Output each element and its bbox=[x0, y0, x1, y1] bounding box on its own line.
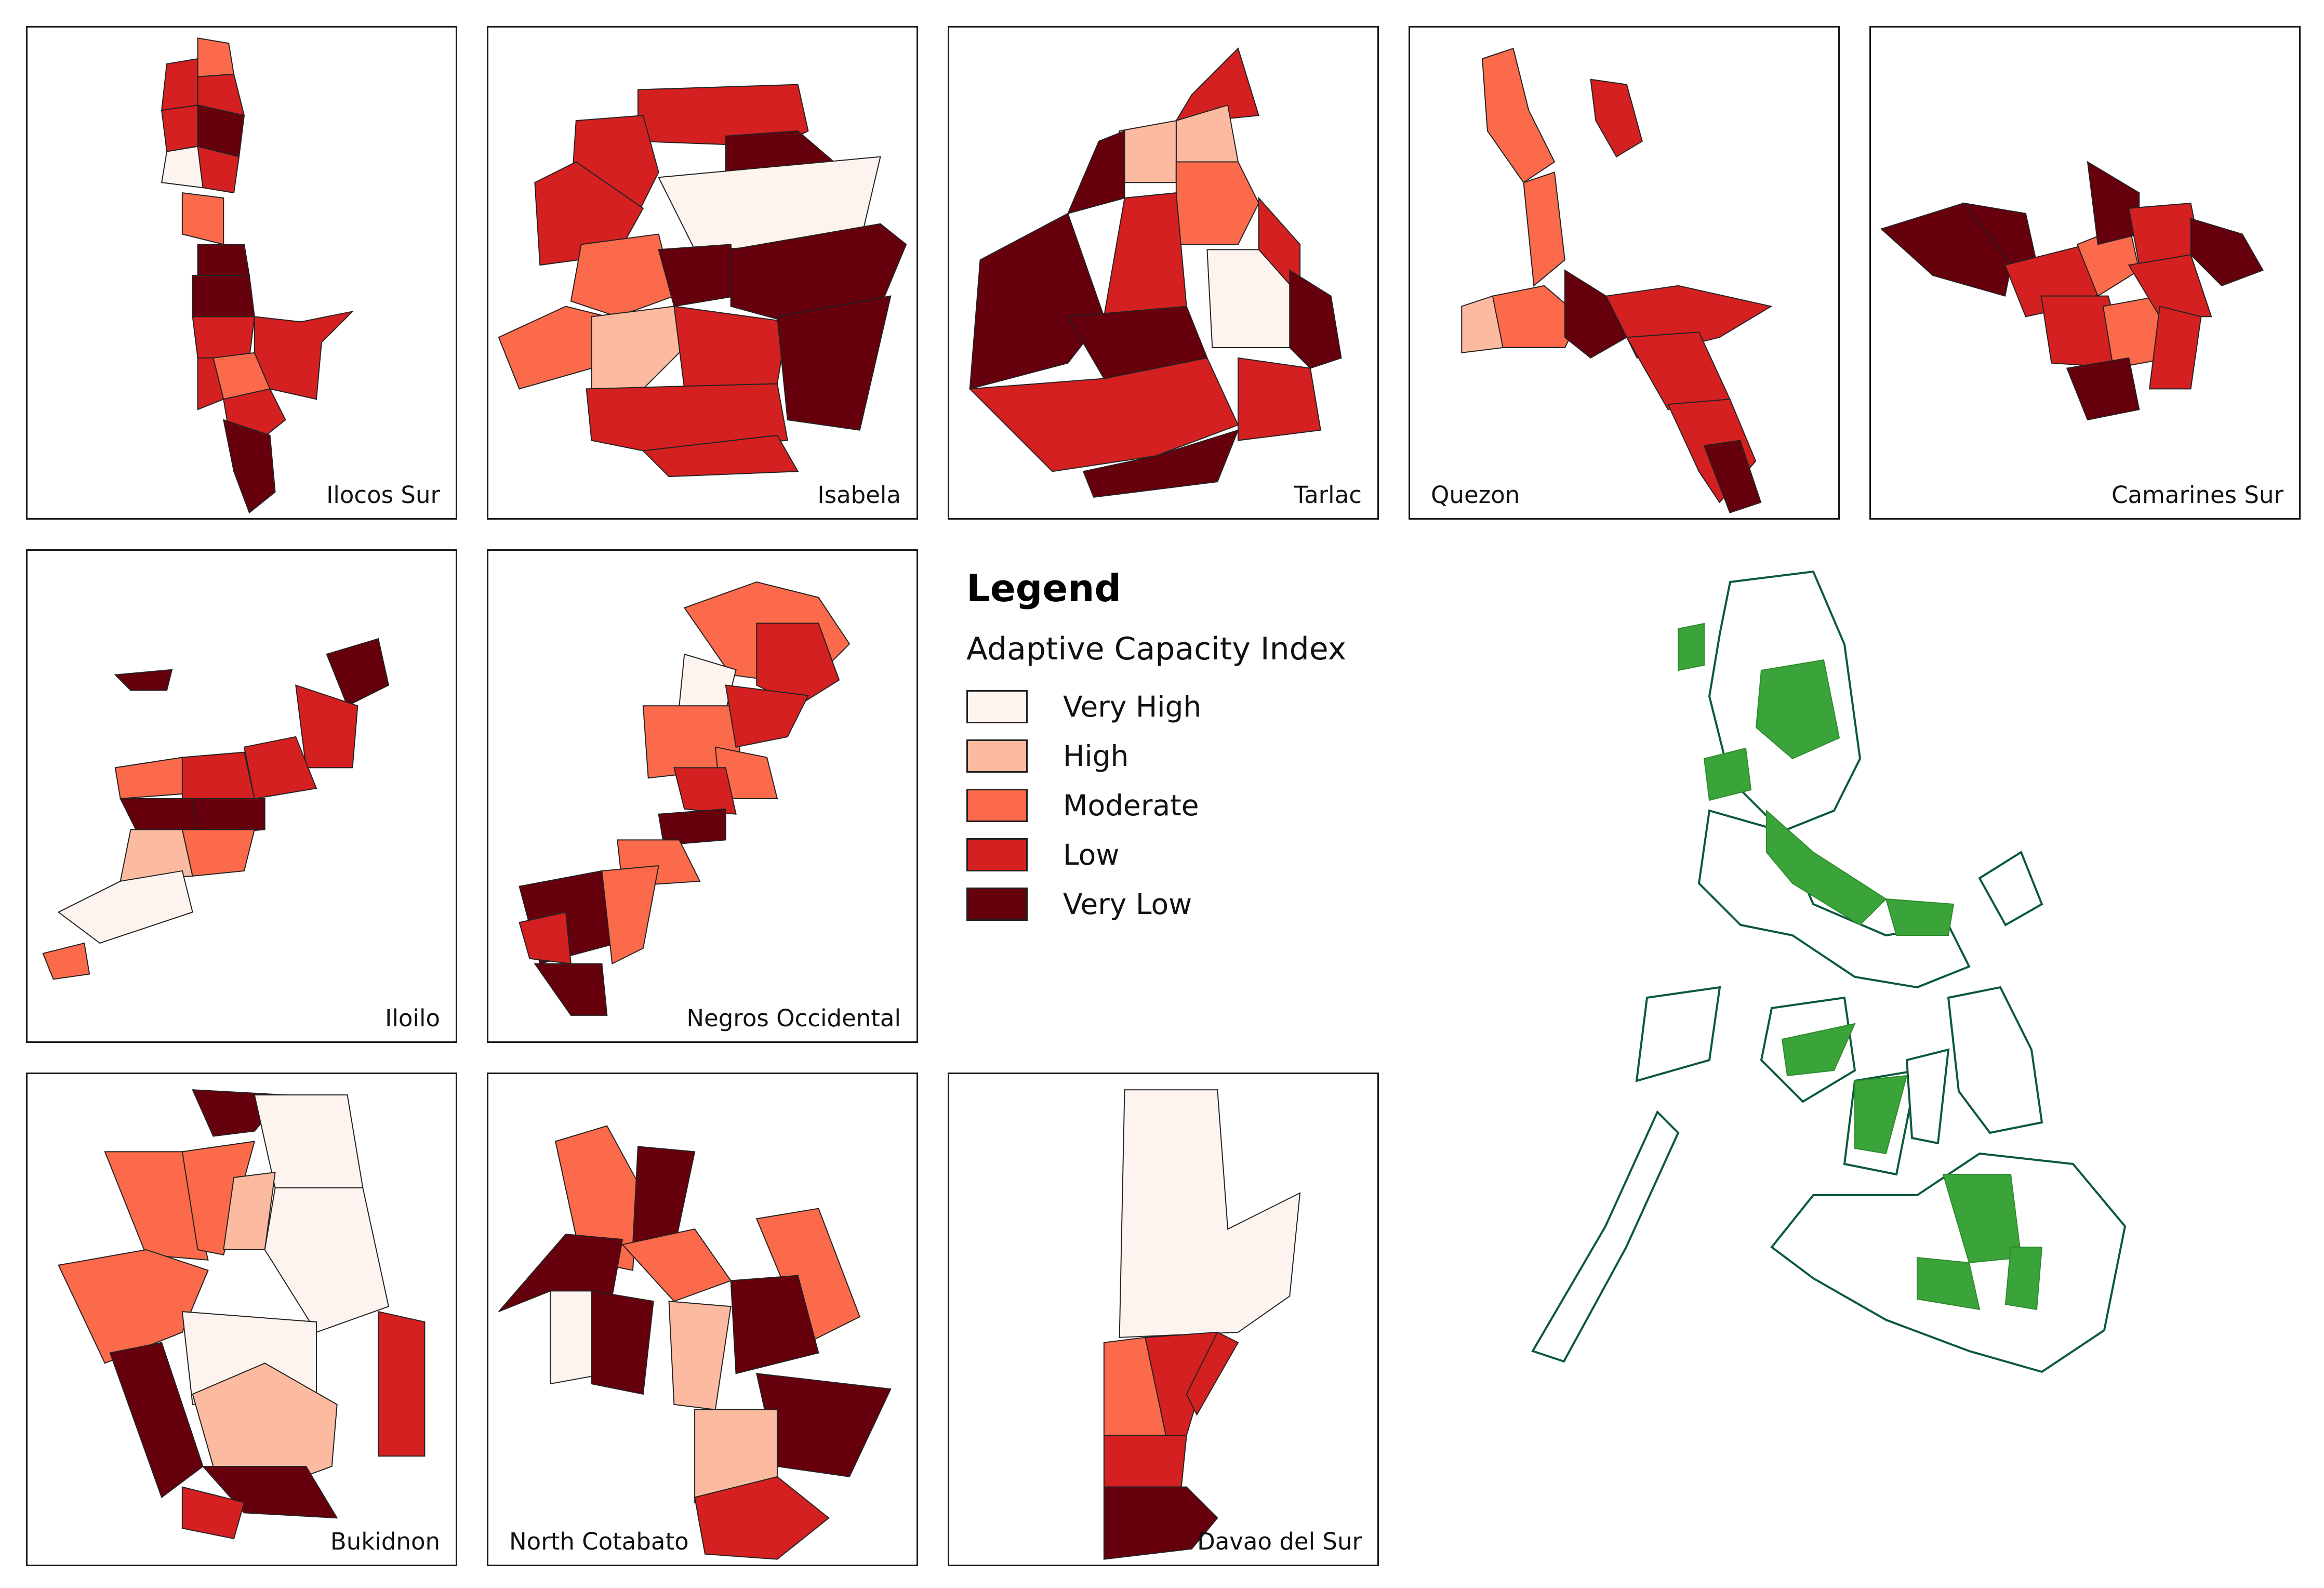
panel-label: Tarlac bbox=[1294, 481, 1362, 509]
legend-item: Very Low bbox=[966, 879, 1382, 929]
map-panel-isabela: Isabela bbox=[487, 26, 918, 520]
mindoro bbox=[1635, 986, 1721, 1082]
map-tarlac bbox=[968, 47, 1342, 498]
camarines-sur-highlight bbox=[1885, 898, 1955, 936]
legend: Legend Adaptive Capacity Index Very High… bbox=[966, 566, 1382, 929]
panel-label: Davao del Sur bbox=[1197, 1528, 1362, 1555]
map-iloilo bbox=[42, 638, 390, 980]
legend-swatch bbox=[966, 838, 1028, 871]
map-ilocos-sur bbox=[161, 37, 354, 514]
panel-label: Iloilo bbox=[385, 1004, 440, 1032]
palawan bbox=[1531, 1110, 1680, 1363]
legend-item: Very High bbox=[966, 682, 1382, 731]
panel-label: Negros Occidental bbox=[686, 1004, 901, 1032]
legend-swatch bbox=[966, 788, 1028, 822]
map-panel-davao-del-sur: Davao del Sur bbox=[948, 1073, 1379, 1566]
map-panel-north-cotabato: North Cotabato bbox=[487, 1073, 918, 1566]
iloilo-highlight bbox=[1781, 1023, 1856, 1077]
map-davao-del-sur bbox=[1103, 1089, 1301, 1560]
legend-item: High bbox=[966, 731, 1382, 780]
catanduanes bbox=[1978, 851, 2043, 927]
map-negros-occidental bbox=[519, 581, 851, 1016]
legend-label: Very Low bbox=[1063, 887, 1192, 921]
map-panel-quezon: Quezon bbox=[1409, 26, 1840, 520]
legend-label: Low bbox=[1063, 838, 1120, 871]
quezon-highlight bbox=[1766, 809, 1887, 926]
isabela-highlight bbox=[1755, 659, 1840, 760]
legend-title: Legend bbox=[966, 566, 1121, 610]
legend-label: Very High bbox=[1063, 690, 1202, 723]
map-panel-tarlac: Tarlac bbox=[948, 26, 1379, 520]
map-north-cotabato bbox=[498, 1125, 892, 1560]
legend-swatch bbox=[966, 739, 1028, 773]
map-camarines-sur bbox=[1880, 161, 2264, 421]
region bbox=[197, 37, 235, 77]
ilocos-sur-highlight bbox=[1678, 623, 1705, 671]
legend-label: Moderate bbox=[1063, 788, 1199, 822]
map-panel-camarines-sur: Camarines Sur bbox=[1869, 26, 2301, 520]
legend-swatch bbox=[966, 690, 1028, 723]
map-quezon bbox=[1461, 47, 1773, 513]
panel-label: Isabela bbox=[817, 481, 901, 509]
legend-subtitle: Adaptive Capacity Index bbox=[966, 631, 1347, 667]
legend-swatch bbox=[966, 887, 1028, 921]
cebu bbox=[1905, 1048, 1950, 1145]
legend-label: High bbox=[1063, 739, 1129, 773]
legend-item: Moderate bbox=[966, 780, 1382, 830]
panel-label: Quezon bbox=[1431, 481, 1520, 509]
legend-item: Low bbox=[966, 830, 1382, 879]
davao-del-sur-highlight bbox=[2004, 1247, 2043, 1311]
map-panel-bukidnon: Bukidnon bbox=[26, 1073, 457, 1566]
panel-label: Camarines Sur bbox=[2111, 481, 2283, 509]
map-isabela bbox=[498, 84, 907, 478]
panel-label: Bukidnon bbox=[330, 1528, 440, 1555]
samar-leyte bbox=[1947, 986, 2043, 1134]
map-panel-ilocos-sur: Ilocos Sur bbox=[26, 26, 457, 520]
panel-label: North Cotabato bbox=[509, 1528, 689, 1555]
map-bukidnon bbox=[58, 1089, 426, 1540]
tarlac-highlight bbox=[1703, 747, 1752, 801]
philippines-overview-map bbox=[1531, 570, 2127, 1373]
north-cotabato-highlight bbox=[1917, 1256, 1981, 1311]
map-panel-negros-occidental: Negros Occidental bbox=[487, 549, 918, 1043]
negros-occidental-highlight bbox=[1854, 1075, 1908, 1155]
map-panel-iloilo: Iloilo bbox=[26, 549, 457, 1043]
panel-label: Ilocos Sur bbox=[326, 481, 440, 509]
